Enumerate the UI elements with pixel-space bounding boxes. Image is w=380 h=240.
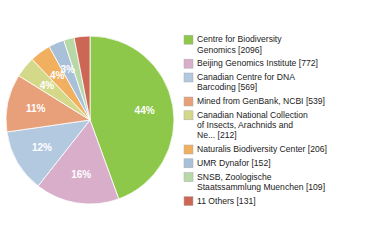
legend-swatch — [184, 97, 193, 106]
legend-label: 11 Others [131] — [197, 196, 256, 206]
chart-container: 44%16%12%11%4%4%3%Centre for Biodiversit… — [0, 0, 380, 240]
legend-swatch — [184, 35, 193, 44]
data-labels: 44%16%12%11%4%4%3% — [26, 64, 155, 181]
legend-label: Naturalis Biodiversity Center [206] — [197, 144, 327, 154]
data-label: 4% — [40, 80, 55, 91]
data-label: 16% — [71, 169, 91, 180]
legend-label: SNSB, ZoologischeStaatssammlung Muenchen… — [197, 172, 325, 192]
legend-label: UMR Dynafor [152] — [197, 158, 271, 168]
legend-label: Mined from GenBank, NCBI [539] — [197, 96, 325, 106]
legend-label: Beijing Genomics Institute [772] — [197, 58, 318, 68]
legend-swatch — [184, 145, 193, 154]
slices — [6, 36, 174, 204]
legend-swatch — [184, 59, 193, 68]
data-label: 11% — [26, 103, 46, 114]
legend-label: Canadian National Collectionof Insects, … — [197, 110, 308, 140]
legend-swatch — [184, 197, 193, 206]
data-label: 3% — [61, 64, 76, 75]
legend-label: Centre for BiodiversityGenomics [2096] — [197, 34, 282, 54]
legend: Centre for BiodiversityGenomics [2096] Be… — [184, 34, 327, 205]
pie-slice — [74, 36, 90, 120]
legend-swatch — [184, 111, 193, 120]
data-label: 12% — [32, 142, 52, 153]
legend-swatch — [184, 73, 193, 82]
chart: 44%16%12%11%4%4%3%Centre for Biodiversit… — [0, 0, 380, 240]
legend-label: Canadian Centre for DNABarcoding [569] — [197, 72, 295, 92]
legend-swatch — [184, 159, 193, 168]
legend-swatch — [184, 173, 193, 182]
data-label: 44% — [135, 105, 155, 116]
